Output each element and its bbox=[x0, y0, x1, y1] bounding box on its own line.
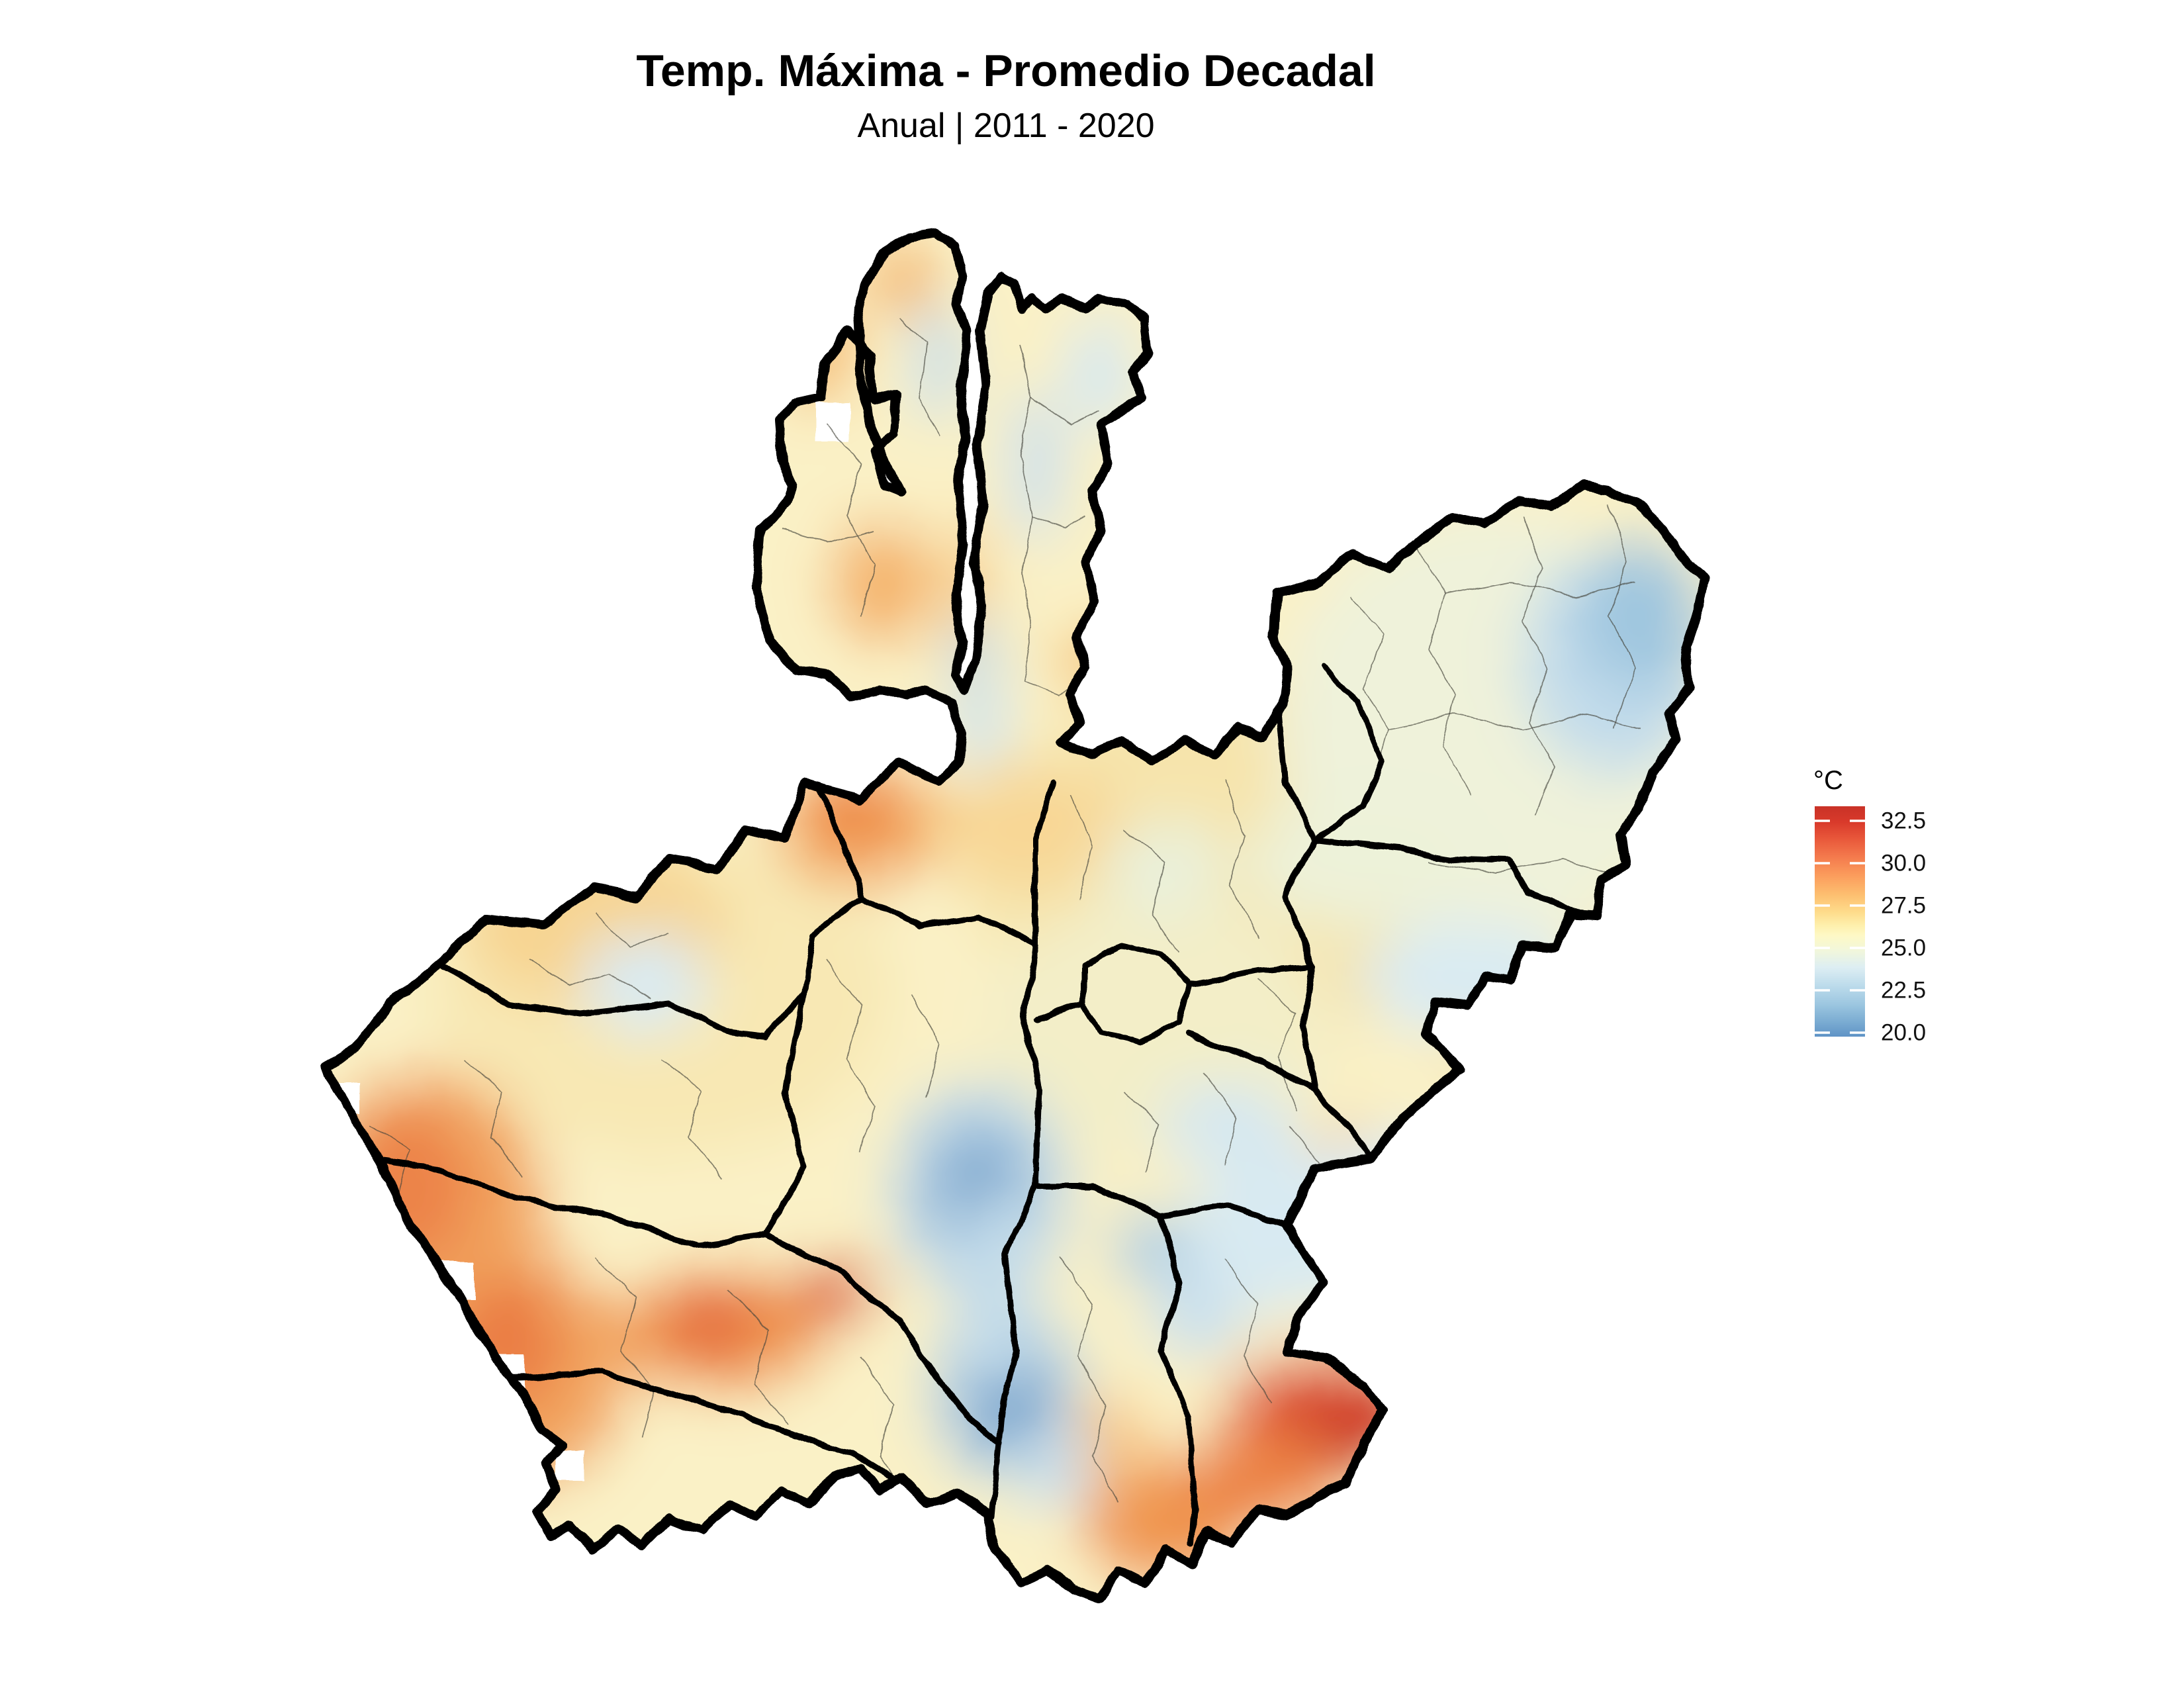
legend-tick-label: 27.5 bbox=[1881, 893, 1926, 919]
legend-tick-label: 30.0 bbox=[1881, 851, 1926, 876]
legend: °C 32.5 30.0 27.5 25.0 22.5 20.0 bbox=[1813, 766, 1926, 1046]
legend-tick-label: 20.0 bbox=[1881, 1020, 1926, 1046]
legend-tick-label: 32.5 bbox=[1881, 808, 1926, 834]
legend-tick-marks bbox=[1815, 820, 1865, 1034]
region-boundaries bbox=[343, 663, 1578, 1546]
legend-tick-label: 25.0 bbox=[1881, 935, 1926, 961]
page-title: Temp. Máxima - Promedio Decadal bbox=[636, 46, 1375, 96]
state-map bbox=[251, 185, 1787, 1668]
legend-tick-label: 22.5 bbox=[1881, 978, 1926, 1004]
page-subtitle: Anual | 2011 - 2020 bbox=[857, 107, 1154, 145]
legend-title: °C bbox=[1813, 766, 1843, 795]
legend-colorbar bbox=[1815, 806, 1865, 1037]
